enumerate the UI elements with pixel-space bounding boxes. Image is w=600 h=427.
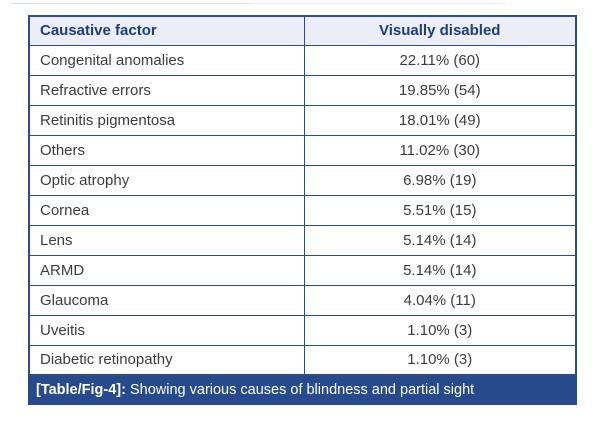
factor-cell: Others [28,134,305,166]
factor-cell: Diabetic retinopathy [28,344,305,376]
table-row: Lens 5.14% (14) [28,224,577,256]
table-body: Congenital anomalies 22.11% (60) Refractiv… [28,44,577,376]
factor-cell: Glaucoma [28,284,305,316]
factor-cell: Refractive errors [28,74,305,106]
table-row: Optic atrophy 6.98% (19) [28,164,577,196]
table-row: Uveitis 1.10% (3) [28,314,577,346]
scan-artifact-line [12,3,506,4]
table-row: Glaucoma 4.04% (11) [28,284,577,316]
table-row: Cornea 5.51% (15) [28,194,577,226]
table-row: Retinitis pigmentosa 18.01% (49) [28,104,577,136]
value-cell: 1.10% (3) [303,314,577,346]
value-cell: 6.98% (19) [303,164,577,196]
table-caption: [Table/Fig-4]: Showing various causes of… [28,376,577,405]
value-cell: 5.14% (14) [303,224,577,256]
factor-cell: Uveitis [28,314,305,346]
value-cell: 5.51% (15) [303,194,577,226]
value-cell: 11.02% (30) [303,134,577,166]
value-cell: 4.04% (11) [303,284,577,316]
factor-cell: Optic atrophy [28,164,305,196]
factor-cell: Congenital anomalies [28,44,305,76]
causes-of-blindness-table: Causative factor Visually disabled Conge… [28,15,577,376]
table-caption-text: Showing various causes of blindness and … [125,382,475,398]
value-cell: 5.14% (14) [303,254,577,286]
value-cell: 19.85% (54) [303,74,577,106]
column-header-causative-factor: Causative factor [28,15,305,46]
table-row: ARMD 5.14% (14) [28,254,577,286]
factor-cell: Lens [28,224,305,256]
value-cell: 18.01% (49) [303,104,577,136]
column-header-visually-disabled: Visually disabled [303,15,577,46]
table-header-row: Causative factor Visually disabled [28,15,577,46]
factor-cell: Retinitis pigmentosa [28,104,305,136]
factor-cell: ARMD [28,254,305,286]
table-caption-label: [Table/Fig-4]: [36,382,126,398]
table-row: Congenital anomalies 22.11% (60) [28,44,577,76]
table-figure: Causative factor Visually disabled Conge… [28,15,577,405]
table-row: Refractive errors 19.85% (54) [28,74,577,106]
value-cell: 22.11% (60) [303,44,577,76]
value-cell: 1.10% (3) [303,344,577,376]
factor-cell: Cornea [28,194,305,226]
table-row: Diabetic retinopathy 1.10% (3) [28,344,577,376]
table-row: Others 11.02% (30) [28,134,577,166]
